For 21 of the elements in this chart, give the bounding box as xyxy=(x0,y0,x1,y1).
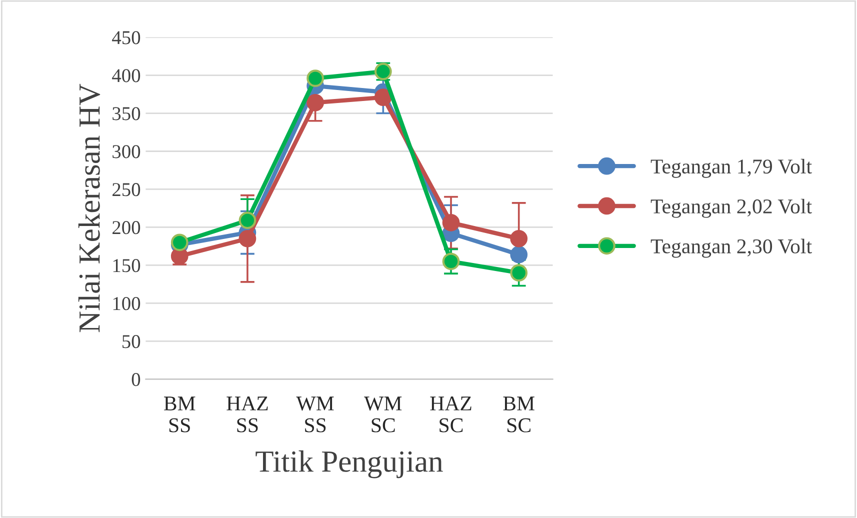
legend-label: Tegangan 1,79 Volt xyxy=(650,158,812,178)
x-tick-label: WM SC xyxy=(364,396,402,432)
y-tick-label: 350 xyxy=(112,107,140,120)
y-tick-label: 300 xyxy=(112,145,140,158)
x-tick-label: BM SC xyxy=(503,396,534,432)
y-tick-label: 250 xyxy=(112,183,140,196)
x-tick-label: HAZ SS xyxy=(226,396,268,432)
y-tick-label: 200 xyxy=(112,221,140,234)
x-tick-label: HAZ SC xyxy=(430,396,472,432)
x-tick-label: WM SS xyxy=(296,396,334,432)
x-axis-title: Titik Pengujian xyxy=(256,450,443,478)
y-tick-label: 450 xyxy=(112,31,140,44)
y-tick-label: 0 xyxy=(132,372,140,386)
x-tick-label: BM SS xyxy=(164,396,196,432)
y-tick-label: 400 xyxy=(112,69,140,82)
y-tick-label: 50 xyxy=(122,335,140,348)
legend-label: Tegangan 2,30 Volt xyxy=(650,238,812,258)
legend-label: Tegangan 2,02 Volt xyxy=(650,198,812,218)
y-axis-title: Nilai Kekerasan HV xyxy=(78,84,100,332)
y-tick-label: 100 xyxy=(113,297,140,310)
y-tick-label: 150 xyxy=(113,259,140,272)
